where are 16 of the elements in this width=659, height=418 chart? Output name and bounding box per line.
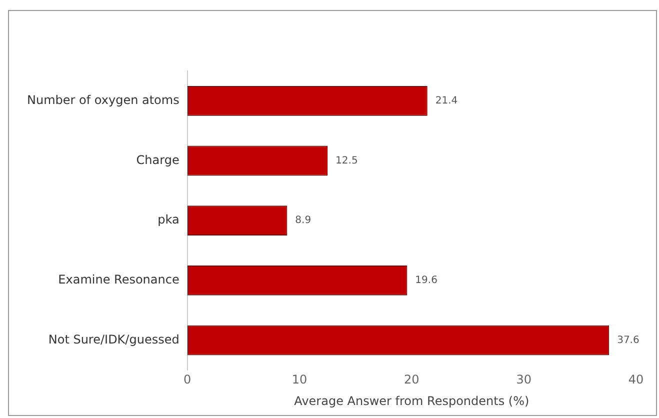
y-tick-label: pka	[158, 212, 180, 227]
y-tick-label: Charge	[136, 152, 180, 167]
x-tick-label: 30	[516, 372, 532, 387]
data-label: 21.4	[435, 96, 458, 107]
y-tick-label: Not Sure/IDK/guessed	[48, 332, 180, 346]
x-tick-label: 10	[292, 372, 308, 387]
data-label: 37.6	[617, 334, 640, 346]
data-label: 12.5	[336, 155, 358, 166]
x-tick-label: 40	[628, 372, 644, 387]
data-label: 8.9	[295, 215, 312, 226]
x-tick-label: 20	[404, 372, 420, 387]
y-tick-label: Examine Resonance	[58, 272, 180, 287]
x-axis-title: Average Answer from Respondents (%)	[294, 394, 530, 408]
x-tick-label: 0	[184, 372, 192, 387]
data-label: 19.6	[415, 275, 438, 286]
y-tick-label: Number of oxygen atoms	[26, 93, 180, 108]
